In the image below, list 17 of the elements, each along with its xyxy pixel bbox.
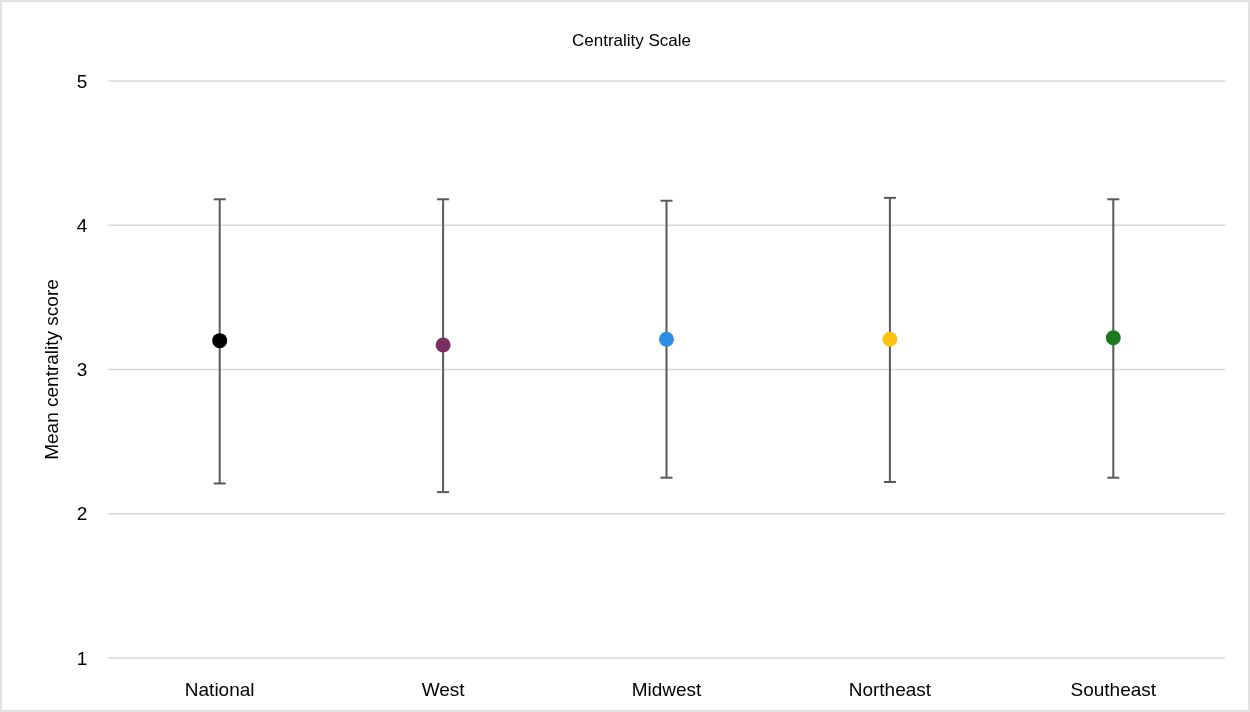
point — [435, 337, 451, 353]
y-tick-label: 1 — [76, 647, 88, 669]
point — [1105, 330, 1121, 346]
x-tick-label: Midwest — [631, 679, 703, 700]
x-tick-label: National — [184, 679, 255, 700]
x-tick-label: Northeast — [848, 679, 932, 700]
y-tick-label: 4 — [76, 214, 88, 236]
x-tick-label: West — [421, 679, 466, 700]
y-tick-label: 5 — [76, 70, 88, 92]
y-tick-label: 2 — [76, 503, 88, 525]
chart-title: Centrality Scale — [571, 31, 692, 50]
x-tick-label: Southeast — [1070, 679, 1157, 700]
y-tick-label: 3 — [76, 359, 88, 381]
point — [659, 331, 674, 347]
point — [212, 333, 228, 349]
y-axis-title: Mean centrality score — [41, 279, 62, 460]
point — [882, 331, 898, 347]
